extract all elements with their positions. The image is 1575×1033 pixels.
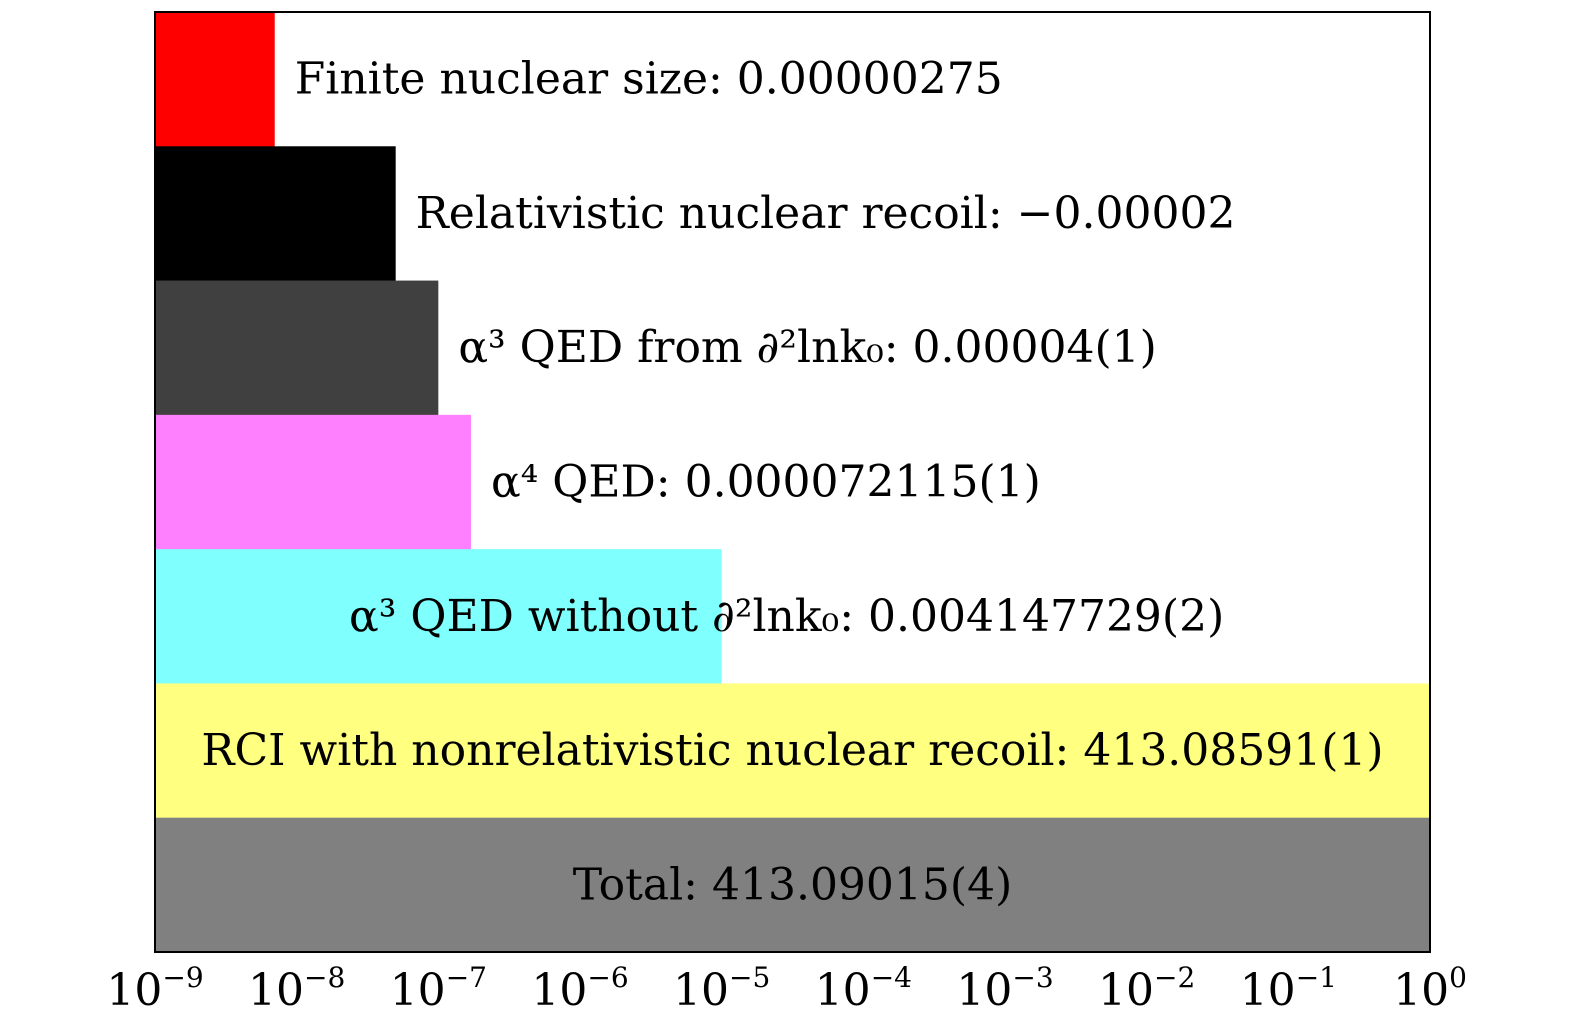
x-tick-label-9: 100 [1393, 961, 1467, 1016]
bar-label-1: Relativistic nuclear recoil: −0.00002 [416, 188, 1236, 239]
x-tick-labels-group: 10−9 10−8 10−7 10−6 10−5 10−4 10−3 10−2 10−1 100 [106, 961, 1467, 1016]
x-tick-exponent-3: −6 [587, 961, 628, 994]
bar-0 [155, 12, 275, 147]
x-tick-label-6: 10−3 [956, 961, 1053, 1016]
bar-label-5: RCI with nonrelativistic nuclear recoil:… [201, 725, 1383, 776]
bar-label-0: Finite nuclear size: 0.00000275 [295, 54, 1003, 105]
bar-4 [155, 549, 722, 684]
x-tick-label-4: 10−5 [673, 961, 770, 1016]
x-tick-exponent-2: −7 [446, 961, 487, 994]
bar-5 [155, 683, 1430, 819]
x-tick-exponent-6: −3 [1012, 961, 1053, 994]
x-tick-label-5: 10−4 [815, 961, 912, 1016]
x-tick-exponent-9: 0 [1449, 961, 1467, 994]
bar-label-2: α³ QED from ∂²lnk₀: 0.00004(1) [458, 322, 1157, 373]
x-tick-exponent-5: −4 [871, 961, 912, 994]
x-tick-base-2: 10 [390, 965, 446, 1016]
x-tick-label-7: 10−2 [1098, 961, 1195, 1016]
x-tick-base-8: 10 [1240, 965, 1296, 1016]
x-tick-label-0: 10−9 [106, 961, 203, 1016]
x-tick-base-7: 10 [1098, 965, 1154, 1016]
bar-6 [155, 817, 1430, 953]
bars-group [155, 12, 1430, 953]
bar-labels-group: Finite nuclear size: 0.00000275 Relativis… [201, 54, 1383, 911]
x-tick-label-3: 10−6 [531, 961, 628, 1016]
x-tick-base-9: 10 [1393, 965, 1449, 1016]
x-tick-label-2: 10−7 [390, 961, 487, 1016]
x-tick-base-0: 10 [106, 965, 162, 1016]
x-tick-exponent-7: −2 [1154, 961, 1195, 994]
x-tick-base-6: 10 [956, 965, 1012, 1016]
bar-label-3: α⁴ QED: 0.000072115(1) [491, 457, 1041, 508]
bar-label-6: Total: 413.09015(4) [573, 859, 1012, 910]
bar-1 [155, 146, 396, 282]
x-tick-exponent-4: −5 [729, 961, 770, 994]
bar-label-4: α³ QED without ∂²lnk₀: 0.004147729(2) [349, 591, 1224, 642]
x-tick-label-8: 10−1 [1240, 961, 1337, 1016]
x-tick-exponent-1: −8 [304, 961, 345, 994]
bar-3 [155, 414, 471, 550]
bar-2 [155, 280, 439, 416]
x-tick-base-1: 10 [248, 965, 304, 1016]
x-tick-label-1: 10−8 [248, 961, 345, 1016]
x-tick-exponent-0: −9 [162, 961, 203, 994]
plot-frame [154, 11, 1431, 953]
x-tick-base-5: 10 [815, 965, 871, 1016]
x-tick-base-4: 10 [673, 965, 729, 1016]
x-tick-exponent-8: −1 [1296, 961, 1337, 994]
x-tick-base-3: 10 [531, 965, 587, 1016]
